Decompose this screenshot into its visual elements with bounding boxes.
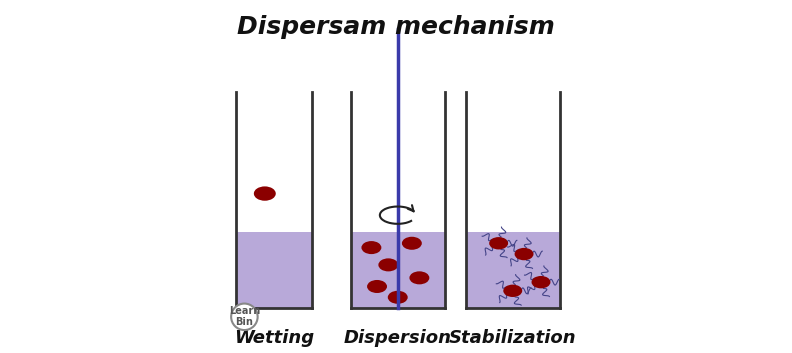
FancyBboxPatch shape — [351, 233, 445, 308]
Ellipse shape — [254, 186, 276, 201]
Ellipse shape — [515, 248, 534, 260]
Ellipse shape — [361, 241, 382, 254]
Text: Dispersion: Dispersion — [344, 329, 451, 347]
Text: Wetting: Wetting — [234, 329, 314, 347]
Ellipse shape — [409, 271, 429, 285]
Text: Bin: Bin — [235, 317, 253, 327]
FancyBboxPatch shape — [466, 233, 560, 308]
Ellipse shape — [531, 276, 550, 288]
Ellipse shape — [367, 280, 387, 293]
Ellipse shape — [379, 258, 398, 271]
Text: Dispersam mechanism: Dispersam mechanism — [237, 15, 555, 39]
Ellipse shape — [388, 291, 408, 304]
Ellipse shape — [402, 237, 422, 250]
Text: Stabilization: Stabilization — [449, 329, 577, 347]
Ellipse shape — [489, 237, 508, 250]
FancyBboxPatch shape — [236, 233, 312, 308]
Text: Learn: Learn — [229, 306, 260, 316]
Ellipse shape — [503, 285, 522, 297]
Circle shape — [231, 304, 257, 330]
